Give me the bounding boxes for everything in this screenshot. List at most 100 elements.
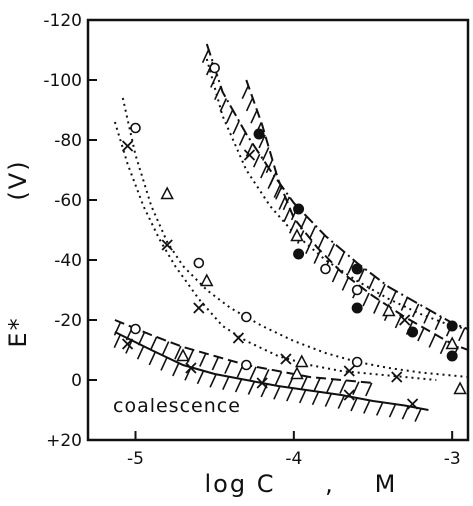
hatch-stroke bbox=[172, 362, 180, 377]
hatch-stroke bbox=[269, 171, 277, 186]
data-point-cross bbox=[232, 332, 245, 344]
hatch-stroke bbox=[308, 225, 317, 240]
annotation-coalescence: coalescence bbox=[113, 395, 241, 417]
y-tick-label: 0 bbox=[71, 371, 82, 391]
data-point-cross bbox=[399, 314, 411, 326]
data-point-cross bbox=[193, 302, 205, 314]
hatch-stroke bbox=[209, 373, 217, 388]
hatch-stroke bbox=[363, 400, 371, 414]
hatch-stroke bbox=[273, 184, 282, 198]
hatch-stroke bbox=[327, 243, 336, 257]
hatch-stroke bbox=[260, 164, 268, 179]
hatch-stroke bbox=[299, 215, 308, 230]
data-point-triangle bbox=[200, 273, 214, 287]
y-axis-title: E* bbox=[4, 316, 32, 347]
data-point-filled-circle bbox=[407, 326, 419, 338]
hatch-stroke bbox=[305, 240, 313, 255]
curves-layer bbox=[113, 43, 468, 411]
hatch-stroke bbox=[219, 98, 228, 112]
hatch-stroke bbox=[298, 389, 307, 404]
curve-dotted bbox=[121, 97, 468, 378]
hatch-stroke bbox=[368, 275, 376, 290]
hatch-layer bbox=[113, 49, 466, 422]
hatch-stroke bbox=[232, 120, 240, 135]
x-tick-label: -3 bbox=[444, 449, 461, 469]
hatch-stroke bbox=[161, 341, 170, 355]
data-point-filled-circle bbox=[446, 350, 458, 362]
hatch-stroke bbox=[313, 250, 321, 264]
hatch-stroke bbox=[428, 334, 436, 348]
data-point-open-circle bbox=[351, 356, 363, 368]
hatch-stroke bbox=[282, 196, 291, 211]
hatch-stroke bbox=[288, 219, 297, 234]
hatch-stroke bbox=[275, 185, 283, 200]
data-point-triangle bbox=[295, 354, 309, 368]
data-point-open-circle bbox=[193, 257, 205, 269]
plot-frame bbox=[86, 18, 470, 442]
x-axis-title: log C bbox=[205, 470, 276, 498]
curve-dotted bbox=[113, 121, 437, 381]
hatch-stroke bbox=[350, 397, 358, 412]
hatch-stroke bbox=[113, 334, 122, 349]
hatch-stroke bbox=[234, 378, 243, 393]
hatch-stroke bbox=[113, 321, 122, 336]
x-axis-unit: M bbox=[375, 470, 398, 498]
data-point-triangle bbox=[382, 303, 396, 317]
hatch-stroke bbox=[201, 49, 210, 64]
hatch-stroke bbox=[196, 370, 205, 385]
hatch-stroke bbox=[125, 340, 133, 354]
hatch-stroke bbox=[400, 297, 409, 311]
y-tick-label: -80 bbox=[54, 131, 82, 151]
hatch-stroke bbox=[375, 402, 384, 416]
hatch-stroke bbox=[388, 403, 397, 418]
hatch-stroke bbox=[273, 385, 281, 400]
hatch-stroke bbox=[222, 376, 230, 391]
cross-stroke bbox=[343, 365, 355, 377]
hatch-stroke bbox=[252, 153, 261, 168]
hatch-stroke bbox=[357, 268, 366, 282]
cross-stroke bbox=[193, 302, 205, 314]
hatch-stroke bbox=[331, 268, 340, 283]
y-tick-label: -60 bbox=[54, 191, 82, 211]
cross-stroke bbox=[399, 314, 411, 326]
data-point-cross bbox=[391, 371, 403, 383]
hatch-stroke bbox=[283, 208, 291, 223]
curve-dashed bbox=[245, 79, 468, 351]
data-point-filled-circle bbox=[446, 320, 458, 332]
data-point-cross bbox=[121, 140, 134, 152]
cross-stroke bbox=[121, 338, 134, 350]
hatch-stroke bbox=[311, 391, 320, 406]
y-tick-label: +20 bbox=[46, 431, 82, 451]
hatch-stroke bbox=[224, 360, 232, 374]
data-point-open-circle bbox=[241, 311, 252, 323]
hatch-stroke bbox=[324, 393, 333, 407]
data-point-filled-circle bbox=[351, 302, 363, 314]
hatch-stroke bbox=[160, 357, 168, 371]
hatch-stroke bbox=[247, 381, 256, 395]
hatch-stroke bbox=[148, 351, 157, 366]
data-point-open-circle bbox=[351, 284, 363, 296]
hatch-stroke bbox=[137, 331, 146, 346]
y-tick-label: -100 bbox=[43, 71, 82, 91]
data-point-cross bbox=[406, 398, 419, 410]
hatch-stroke bbox=[347, 260, 355, 274]
data-point-cross bbox=[161, 239, 173, 251]
data-point-triangle bbox=[176, 348, 190, 362]
hatch-stroke bbox=[313, 377, 321, 392]
hatch-stroke bbox=[225, 109, 234, 124]
data-point-open-circle bbox=[320, 263, 331, 275]
markers-layer bbox=[121, 62, 467, 410]
cross-stroke bbox=[243, 149, 256, 161]
hatch-stroke bbox=[274, 371, 283, 386]
data-point-cross bbox=[185, 362, 197, 374]
data-point-open-circle bbox=[209, 62, 220, 74]
cross-stroke bbox=[343, 389, 355, 401]
cross-stroke bbox=[232, 332, 245, 344]
hatch-stroke bbox=[214, 86, 222, 101]
data-point-open-circle bbox=[241, 359, 252, 371]
y-axis-unit: (V) bbox=[4, 159, 32, 200]
hatch-stroke bbox=[458, 327, 466, 342]
hatch-stroke bbox=[365, 382, 373, 397]
hatch-stroke bbox=[378, 283, 386, 298]
hatch-stroke bbox=[245, 97, 254, 112]
